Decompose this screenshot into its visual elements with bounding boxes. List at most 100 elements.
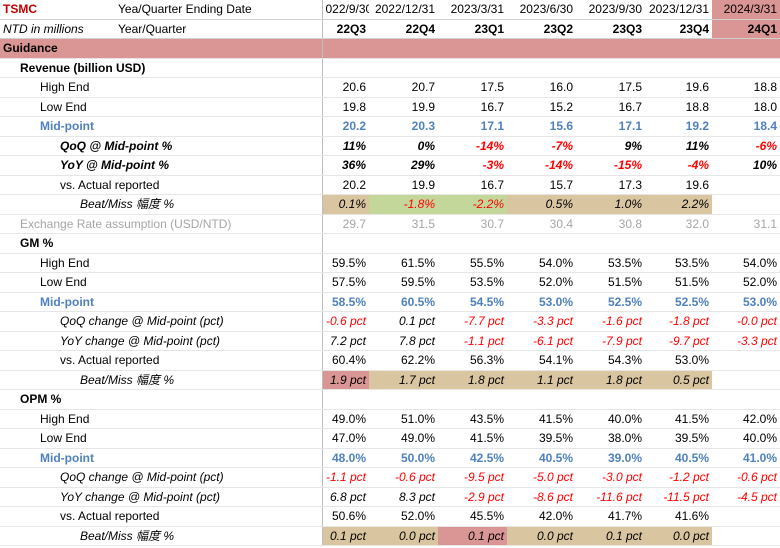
row-label-cell[interactable]: Revenue (billion USD) [0, 58, 323, 78]
value-cell[interactable] [369, 389, 438, 410]
date-label-cell[interactable]: Yea/Quarter Ending Date [115, 0, 323, 20]
value-cell[interactable]: 16.7 [438, 175, 507, 195]
value-cell[interactable]: 17.1 [576, 116, 645, 137]
value-cell[interactable]: -4% [645, 155, 712, 176]
value-cell[interactable]: 59.5% [369, 272, 438, 293]
value-cell[interactable]: 0.5 pct [645, 370, 712, 390]
value-cell[interactable]: 17.3 [576, 175, 645, 195]
value-cell[interactable]: 30.7 [438, 214, 507, 234]
section-cell[interactable] [507, 38, 576, 59]
value-cell[interactable]: -6.1 pct [507, 331, 576, 351]
value-cell[interactable]: 18.0 [712, 97, 780, 117]
value-cell[interactable]: -15% [576, 155, 645, 176]
value-cell[interactable]: 51.5% [645, 272, 712, 293]
value-cell[interactable]: 52.0% [712, 272, 780, 293]
value-cell[interactable] [712, 58, 780, 78]
value-cell[interactable]: -1.1 pct [322, 467, 369, 488]
row-label-cell[interactable]: Low End [0, 428, 323, 449]
value-cell[interactable]: 49.0% [322, 409, 369, 429]
value-cell[interactable]: 20.6 [322, 77, 369, 98]
value-cell[interactable] [438, 389, 507, 410]
value-cell[interactable]: 53.5% [576, 253, 645, 273]
value-cell[interactable]: 0.1 pct [322, 526, 369, 546]
quarter-cell[interactable]: 23Q3 [576, 19, 645, 39]
value-cell[interactable]: -0.6 pct [322, 311, 369, 332]
value-cell[interactable]: -7.9 pct [576, 331, 645, 351]
value-cell[interactable]: 51.0% [369, 409, 438, 429]
date-cell[interactable]: 2023/9/30 [576, 0, 645, 20]
value-cell[interactable]: -1.1 pct [438, 331, 507, 351]
value-cell[interactable] [712, 233, 780, 254]
value-cell[interactable]: 41.5% [507, 409, 576, 429]
value-cell[interactable] [369, 233, 438, 254]
value-cell[interactable]: -11.5 pct [645, 487, 712, 507]
value-cell[interactable]: 54.1% [507, 350, 576, 371]
value-cell[interactable]: 0.1% [322, 194, 369, 215]
value-cell[interactable]: 52.5% [576, 292, 645, 312]
value-cell[interactable]: 53.0% [645, 350, 712, 371]
value-cell[interactable] [712, 526, 780, 546]
value-cell[interactable] [645, 389, 712, 410]
row-label-cell[interactable]: High End [0, 409, 323, 429]
value-cell[interactable]: 53.5% [645, 253, 712, 273]
value-cell[interactable] [322, 389, 369, 410]
value-cell[interactable] [712, 350, 780, 371]
row-label-cell[interactable]: vs. Actual reported [0, 350, 323, 371]
value-cell[interactable]: 56.3% [438, 350, 507, 371]
value-cell[interactable]: 52.5% [645, 292, 712, 312]
value-cell[interactable]: -0.0 pct [712, 311, 780, 332]
value-cell[interactable]: 39.5% [507, 428, 576, 449]
value-cell[interactable]: 0.0 pct [645, 526, 712, 546]
value-cell[interactable]: -14% [507, 155, 576, 176]
value-cell[interactable]: 50.6% [322, 506, 369, 527]
value-cell[interactable]: -7% [507, 136, 576, 156]
value-cell[interactable]: 40.0% [712, 428, 780, 449]
value-cell[interactable]: 41.5% [438, 428, 507, 449]
row-label-cell[interactable]: High End [0, 77, 323, 98]
value-cell[interactable] [438, 233, 507, 254]
row-label-cell[interactable]: vs. Actual reported [0, 506, 323, 527]
value-cell[interactable]: 19.8 [322, 97, 369, 117]
value-cell[interactable]: -3.3 pct [712, 331, 780, 351]
value-cell[interactable]: 39.5% [645, 428, 712, 449]
value-cell[interactable]: -6% [712, 136, 780, 156]
value-cell[interactable]: 16.0 [507, 77, 576, 98]
value-cell[interactable]: 19.6 [645, 77, 712, 98]
value-cell[interactable]: 0.5% [507, 194, 576, 215]
row-label-cell[interactable]: OPM % [0, 389, 323, 410]
row-label-cell[interactable]: YoY change @ Mid-point (pct) [0, 331, 323, 351]
value-cell[interactable]: -9.5 pct [438, 467, 507, 488]
value-cell[interactable]: 59.5% [322, 253, 369, 273]
value-cell[interactable]: 48.0% [322, 448, 369, 468]
date-cell[interactable]: 2024/3/31 [712, 0, 780, 20]
value-cell[interactable]: 31.5 [369, 214, 438, 234]
value-cell[interactable]: 41.5% [645, 409, 712, 429]
value-cell[interactable]: 58.5% [322, 292, 369, 312]
value-cell[interactable]: 60.4% [322, 350, 369, 371]
value-cell[interactable]: 16.7 [438, 97, 507, 117]
date-cell[interactable]: 2023/3/31 [438, 0, 507, 20]
value-cell[interactable]: 18.8 [645, 97, 712, 117]
value-cell[interactable]: 20.2 [322, 116, 369, 137]
unit-label-cell[interactable]: NTD in millions [0, 19, 115, 39]
value-cell[interactable]: 29% [369, 155, 438, 176]
quarter-cell[interactable]: 22Q3 [322, 19, 369, 39]
value-cell[interactable]: 40.0% [576, 409, 645, 429]
value-cell[interactable]: -5.0 pct [507, 467, 576, 488]
row-label-cell[interactable]: YoY change @ Mid-point (pct) [0, 487, 323, 507]
value-cell[interactable]: -1.8 pct [645, 311, 712, 332]
value-cell[interactable]: 0% [369, 136, 438, 156]
value-cell[interactable]: 17.5 [438, 77, 507, 98]
value-cell[interactable]: -3.0 pct [576, 467, 645, 488]
value-cell[interactable] [712, 370, 780, 390]
value-cell[interactable]: 1.8 pct [576, 370, 645, 390]
quarter-cell[interactable]: 23Q2 [507, 19, 576, 39]
section-cell[interactable] [576, 38, 645, 59]
value-cell[interactable]: 8.3 pct [369, 487, 438, 507]
value-cell[interactable] [712, 175, 780, 195]
value-cell[interactable]: 30.8 [576, 214, 645, 234]
value-cell[interactable]: 43.5% [438, 409, 507, 429]
value-cell[interactable]: 20.2 [322, 175, 369, 195]
value-cell[interactable]: 1.1 pct [507, 370, 576, 390]
date-cell[interactable]: 022/9/30 [322, 0, 369, 20]
